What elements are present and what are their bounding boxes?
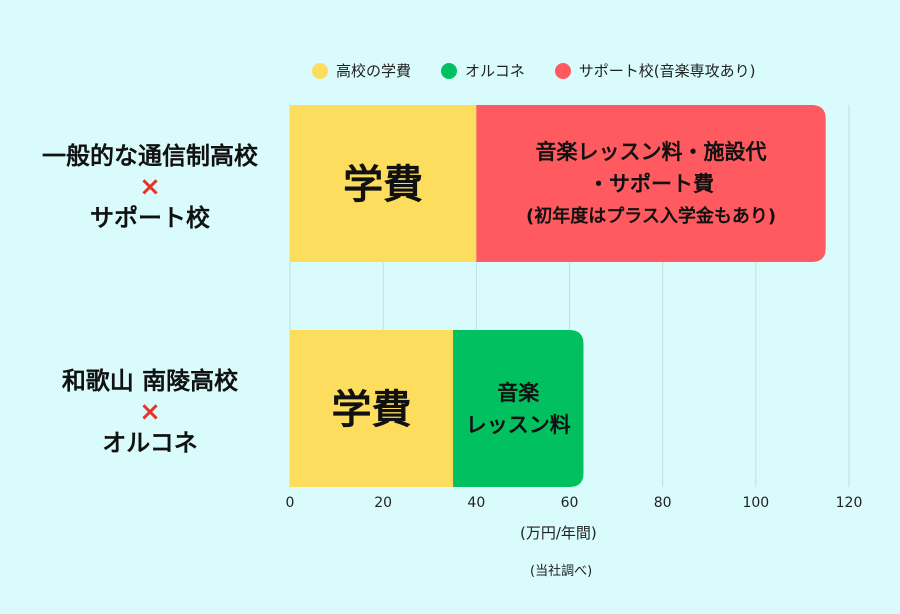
bar-segment-0-0 — [290, 105, 477, 262]
bar-segment-1-0 — [290, 330, 454, 487]
legend-item-0: 高校の学費 — [312, 60, 411, 81]
bar-segment-1-1 — [453, 330, 584, 487]
x-tick-label-4: 80 — [654, 495, 672, 511]
category-0-line-2: サポート校 — [90, 204, 210, 232]
cross-icon: × — [139, 397, 161, 427]
category-0-line-0: 一般的な通信制高校 — [42, 142, 258, 170]
x-tick-label-5: 100 — [742, 495, 769, 511]
source-note: (当社調べ) — [530, 564, 593, 579]
legend-swatch-1 — [441, 62, 458, 79]
legend-label-2: サポート校(音楽専攻あり) — [578, 62, 756, 80]
segment-label-1-line-1: ・サポート費 — [588, 172, 714, 196]
segment-label-1-line-0: 音楽レッスン料・施設代 — [536, 140, 767, 164]
category-1-line-2: オルコネ — [102, 429, 198, 457]
segment-label-3-line-0: 音楽 — [497, 381, 540, 405]
x-tick-label-1: 20 — [374, 495, 392, 511]
bar-segment-0-2 — [476, 105, 826, 262]
x-tick-label-0: 0 — [286, 495, 295, 511]
x-tick-label-6: 120 — [836, 495, 863, 511]
legend-label-1: オルコネ — [465, 62, 525, 80]
x-tick-label-2: 40 — [467, 495, 485, 511]
x-axis-label: (万円/年間) — [520, 524, 597, 542]
legend-item-2: サポート校(音楽専攻あり) — [554, 60, 756, 81]
legend-swatch-0 — [312, 62, 328, 79]
segment-label-3-line-1: レッスン料 — [466, 413, 571, 437]
category-label-1: 和歌山 南陵高校 × オルコネ — [15, 366, 285, 459]
legend: 高校の学費 オルコネ サポート校(音楽専攻あり) — [312, 60, 755, 81]
category-1-line-0: 和歌山 南陵高校 — [61, 367, 239, 395]
legend-swatch-2 — [554, 62, 571, 79]
segment-label-2-line-0: 学費 — [332, 387, 412, 433]
cross-icon: × — [139, 172, 161, 202]
segment-label-1-line-2: (初年度はプラス入学金もあり) — [526, 205, 776, 227]
legend-item-1: オルコネ — [441, 60, 525, 81]
segment-label-0-line-0: 学費 — [343, 162, 423, 208]
legend-label-0: 高校の学費 — [336, 62, 412, 80]
category-label-0: 一般的な通信制高校 × サポート校 — [15, 141, 285, 234]
x-tick-label-3: 60 — [561, 495, 579, 511]
